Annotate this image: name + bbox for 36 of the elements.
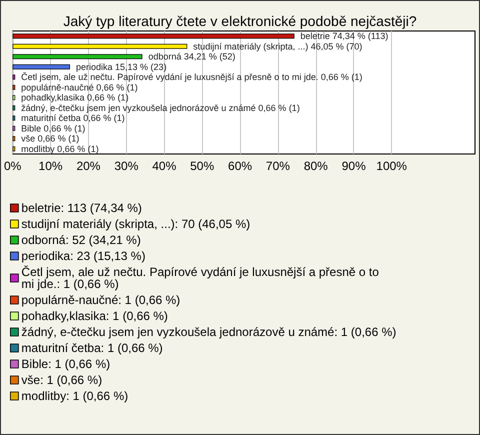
x-tick-label: 30% (114, 159, 139, 173)
data-label: modlitby 0,66 % (1) (21, 144, 99, 154)
legend-label: odborná: 52 (34,21 %) (21, 233, 141, 247)
x-tick-label: 0% (4, 159, 22, 173)
data-label: odborná 34,21 % (52) (148, 52, 236, 62)
data-label: beletrie 74,34 % (113) (300, 31, 388, 42)
x-tick-label: 80% (304, 159, 328, 173)
legend-label: žádný, e-čtečku jsem jen vyzkoušela jednorázově u známé: 1 (0,66 %) (21, 325, 396, 339)
data-label: Četl jsem, ale už nečtu. Papírové vydání je luxusnější a přesně o to mi jde. 0,66 % (1) (21, 72, 362, 82)
legend-label: studijní materiály (skripta, ...): 70 (46,05 %) (21, 217, 250, 231)
legend-label: modlitby: 1 (0,66 %) (21, 389, 128, 403)
legend-label: vše: 1 (0,66 %) (21, 373, 102, 387)
x-tick-label: 50% (190, 159, 214, 173)
x-tick-label: 40% (152, 159, 177, 173)
legend-label: Bible: 1 (0,66 %) (21, 357, 110, 371)
legend-label: pohadky,klasika: 1 (0,66 %) (21, 309, 168, 323)
legend-label: populárně-naučné: 1 (0,66 %) (21, 293, 180, 307)
data-label: populárně-naučné 0,66 % (1) (21, 82, 138, 92)
x-tick-label: 60% (228, 159, 252, 173)
data-label: studijní materiály (skripta, ...) 46,05 % (70) (193, 41, 362, 52)
legend-label: Četl jsem, ale už nečtu. Papírové vydání je luxusnější a přesně o to mi jde.: 1 (0,66 %) (21, 265, 382, 291)
x-tick-label: 90% (342, 159, 366, 173)
legend-label: beletrie: 113 (74,34 %) (21, 201, 142, 215)
data-label: Bible 0,66 % (1) (21, 123, 86, 134)
legend-label: periodika: 23 (15,13 %) (21, 249, 146, 263)
data-label: vše 0,66 % (1) (21, 134, 80, 144)
x-tick-label: 100% (376, 159, 408, 173)
data-label: maturitní četba 0,66 % (1) (21, 113, 125, 124)
chart-title: Jaký typ literatury čtete v elektronické podobě nejčastěji? (63, 13, 417, 29)
data-label: periodika 15,13 % (23) (76, 62, 167, 72)
data-label: žádný, e-čtečku jsem jen vyzkoušela jednorázově u známé 0,66 % (1) (21, 102, 300, 113)
x-tick-label: 20% (76, 159, 101, 173)
data-label: pohadky,klasika 0,66 % (1) (21, 92, 129, 103)
x-tick-label: 70% (266, 159, 290, 173)
legend-label: maturitní četba: 1 (0,66 %) (21, 341, 163, 355)
x-tick-label: 10% (38, 159, 63, 173)
